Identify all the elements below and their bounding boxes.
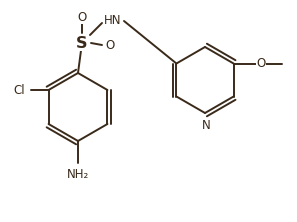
Text: O: O	[105, 38, 115, 52]
Text: N: N	[202, 119, 210, 132]
Text: Cl: Cl	[13, 83, 25, 97]
Text: O: O	[257, 57, 266, 70]
Text: HN: HN	[104, 14, 121, 28]
Text: S: S	[76, 36, 88, 50]
Text: NH₂: NH₂	[67, 168, 89, 181]
Text: O: O	[78, 10, 87, 24]
